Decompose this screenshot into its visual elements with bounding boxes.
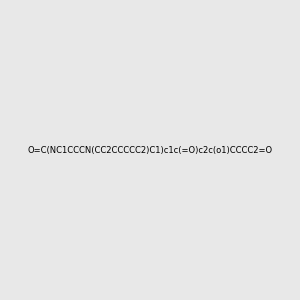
Text: O=C(NC1CCCN(CC2CCCCC2)C1)c1c(=O)c2c(o1)CCCC2=O: O=C(NC1CCCN(CC2CCCCC2)C1)c1c(=O)c2c(o1)C… (27, 146, 273, 154)
